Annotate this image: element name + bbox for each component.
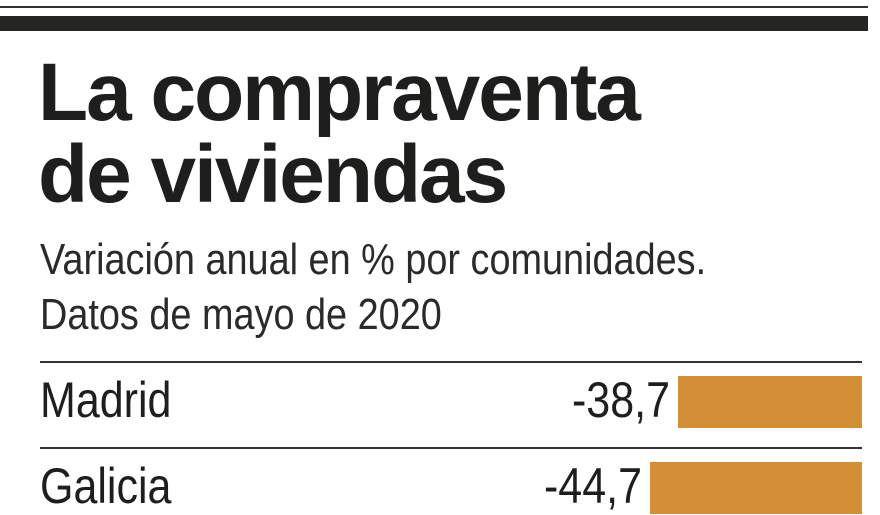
top-thin-rule: [0, 6, 868, 8]
chart-title: La compraventa de viviendas: [38, 47, 641, 220]
category-label: Galicia: [40, 458, 172, 514]
value-label: -38,7: [572, 372, 671, 428]
bar-madrid: [678, 376, 862, 428]
title-line-1: La compraventa: [38, 47, 641, 138]
value-label: -44,7: [543, 458, 642, 514]
category-label: Madrid: [40, 372, 172, 428]
bar-galicia: [649, 462, 862, 514]
subtitle-line-2: Datos de mayo de 2020: [40, 290, 442, 339]
row-divider: [40, 447, 862, 449]
chart-subtitle: Variación anual en % por comunidades. Da…: [40, 232, 706, 342]
title-line-2: de viviendas: [38, 129, 508, 220]
subtitle-line-1: Variación anual en % por comunidades.: [40, 235, 707, 284]
top-thick-rule: [0, 16, 868, 31]
row-divider: [40, 361, 862, 363]
